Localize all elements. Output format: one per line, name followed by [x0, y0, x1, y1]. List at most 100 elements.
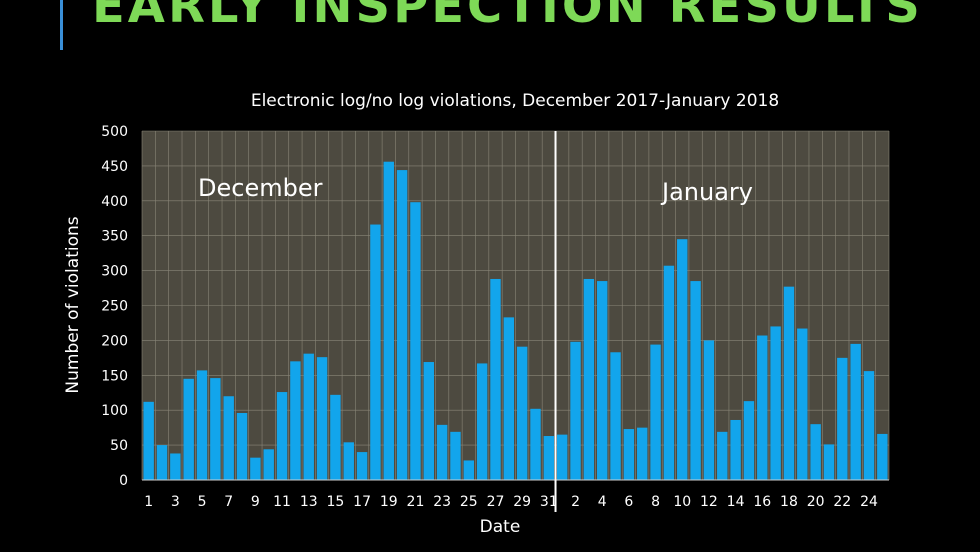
x-tick-label: 29 [513, 494, 531, 510]
x-tick-label: 6 [624, 494, 633, 510]
bar [356, 452, 368, 480]
x-tick-label: 16 [753, 494, 771, 510]
bar [156, 445, 168, 480]
bar [837, 357, 848, 480]
y-tick-label: 200 [101, 333, 128, 349]
bar [677, 239, 688, 480]
x-tick-label: 27 [487, 494, 505, 510]
x-tick-label: 9 [251, 494, 260, 510]
y-tick-label: 150 [101, 368, 128, 384]
bar [276, 392, 288, 480]
y-tick-label: 250 [101, 299, 128, 315]
bar [450, 431, 461, 480]
bar [503, 317, 515, 480]
y-tick-label: 350 [101, 229, 128, 245]
bar [250, 457, 261, 480]
x-tick-label: 12 [700, 494, 718, 510]
x-tick-label: 18 [780, 494, 798, 510]
bar [717, 431, 728, 480]
bar [783, 286, 795, 480]
bar [623, 429, 635, 480]
y-tick-label: 450 [101, 159, 128, 175]
x-tick-label: 22 [833, 494, 851, 510]
bar [396, 170, 408, 480]
x-tick-label: 10 [673, 494, 691, 510]
x-axis-label: Date [480, 517, 521, 537]
bar [703, 340, 715, 480]
bar [583, 278, 595, 480]
bar [690, 281, 701, 480]
x-tick-label: 23 [433, 494, 451, 510]
x-tick-label: 2 [571, 494, 580, 510]
bar [743, 401, 755, 480]
x-tick-label: 24 [860, 494, 878, 510]
chart-title: Electronic log/no log violations, Decemb… [251, 91, 779, 111]
bar [303, 353, 314, 480]
x-tick-label: 17 [353, 494, 371, 510]
bar [823, 444, 835, 480]
month-annotation: December [198, 174, 323, 202]
bar [757, 335, 768, 480]
bar [236, 412, 248, 480]
bar [290, 361, 301, 480]
bar [316, 357, 328, 480]
y-tick-label: 400 [101, 194, 128, 210]
x-tick-label: 8 [651, 494, 660, 510]
bar [610, 352, 621, 480]
x-tick-label: 7 [224, 494, 233, 510]
x-tick-label: 4 [598, 494, 607, 510]
title-accent-bar [60, 0, 63, 50]
bar [330, 394, 341, 480]
bar [343, 442, 354, 480]
x-tick-label: 21 [407, 494, 425, 510]
x-tick-label: 1 [144, 494, 153, 510]
slide-title: EARLY INSPECTION RESULTS [92, 0, 923, 34]
bar [863, 371, 875, 480]
bar [210, 378, 221, 480]
bar [476, 363, 488, 480]
bar [663, 265, 675, 480]
bar [516, 346, 528, 480]
x-tick-label: 25 [460, 494, 478, 510]
bar [436, 424, 448, 480]
bar [410, 202, 421, 481]
y-tick-label: 300 [101, 264, 128, 280]
x-tick-label: 11 [273, 494, 291, 510]
bar [170, 453, 181, 480]
bar [877, 433, 888, 480]
x-tick-label: 15 [327, 494, 345, 510]
bar [143, 401, 154, 480]
month-annotation: January [660, 178, 753, 206]
bar [556, 434, 568, 480]
bar [597, 281, 608, 480]
x-tick-label: 19 [380, 494, 398, 510]
y-tick-label: 100 [101, 403, 128, 419]
bar [370, 224, 381, 480]
bar [223, 396, 234, 480]
y-tick-label: 0 [119, 473, 128, 489]
bar [850, 343, 861, 480]
bar [490, 278, 501, 480]
x-tick-label: 31 [540, 494, 558, 510]
bar [183, 378, 194, 480]
bar [423, 362, 434, 480]
x-tick-label: 20 [807, 494, 825, 510]
bar [650, 344, 661, 480]
x-tick-label: 5 [198, 494, 207, 510]
bar [530, 408, 541, 480]
x-tick-label: 3 [171, 494, 180, 510]
bar [770, 326, 781, 480]
x-tick-label: 13 [300, 494, 318, 510]
bar [196, 370, 208, 480]
bar [263, 449, 274, 480]
bar [730, 419, 741, 480]
bar [543, 436, 555, 480]
y-axis-label: Number of violations [63, 216, 83, 393]
x-tick-label: 14 [727, 494, 745, 510]
bar [637, 427, 648, 480]
bar [383, 161, 394, 480]
y-tick-label: 500 [101, 124, 128, 140]
bar [570, 341, 581, 480]
